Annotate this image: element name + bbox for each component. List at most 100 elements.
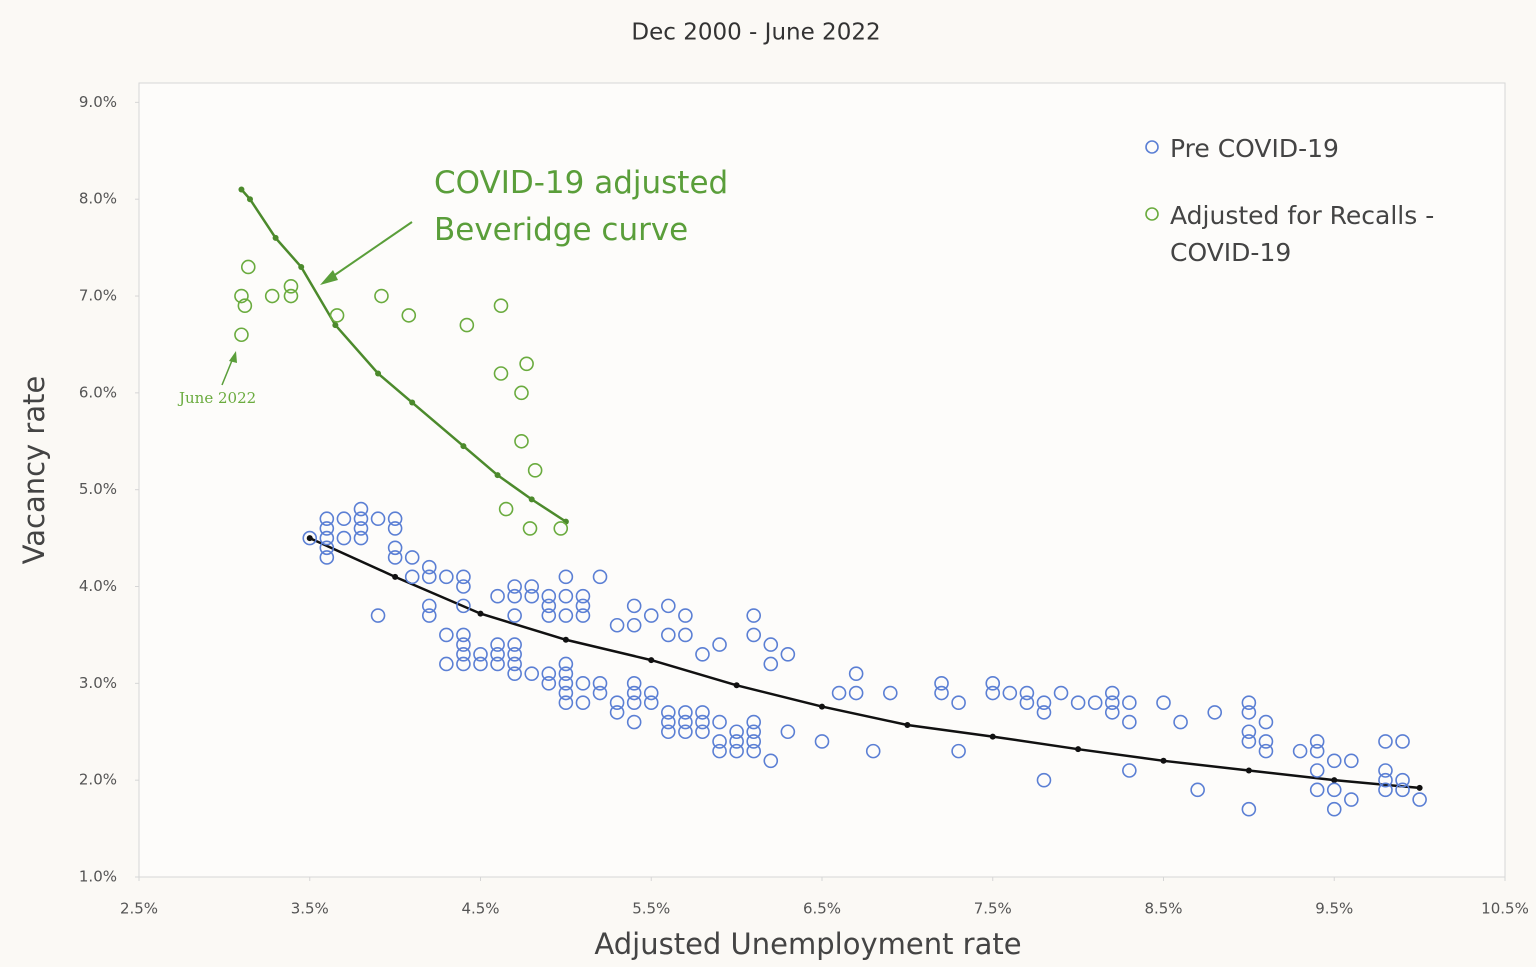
point: [541, 598, 557, 614]
point: [1412, 792, 1427, 807]
point: [626, 617, 642, 633]
point: [522, 521, 538, 536]
point: [1378, 782, 1393, 798]
point: [514, 385, 529, 401]
point: [421, 598, 437, 614]
point: [1104, 705, 1120, 720]
point: [519, 356, 534, 372]
chart-title: Dec 2000 - June 2022: [631, 20, 880, 46]
point: [746, 608, 762, 623]
point: [329, 308, 345, 323]
point: [1122, 695, 1137, 711]
trend-dot: [298, 263, 305, 270]
point: [319, 540, 335, 556]
point: [387, 511, 403, 527]
point: [1241, 724, 1257, 740]
point: [1326, 801, 1342, 817]
point: [1019, 695, 1035, 711]
trend-dot: [392, 573, 399, 580]
point: [456, 656, 471, 672]
point: [459, 317, 475, 333]
point: [493, 366, 509, 381]
point: [1258, 743, 1274, 759]
point: [387, 540, 403, 556]
point: [558, 666, 574, 681]
point: [319, 550, 335, 565]
point: [264, 288, 280, 304]
point: [1326, 753, 1342, 769]
point: [1395, 772, 1410, 788]
trend-dot: [1331, 777, 1338, 784]
point: [1378, 734, 1393, 749]
x-tick-label: 5.5%: [632, 900, 670, 918]
point: [626, 714, 642, 730]
point: [490, 637, 505, 652]
point: [1087, 695, 1103, 711]
annotation: June 2022: [179, 389, 257, 407]
point: [661, 724, 676, 740]
y-tick-label: 9.0%: [79, 93, 117, 111]
point: [882, 685, 898, 701]
point: [934, 676, 949, 691]
x-tick-label: 9.5%: [1315, 900, 1353, 918]
y-tick-label: 2.0%: [79, 771, 117, 789]
legend-item: Adjusted for Recalls - COVID-19: [1142, 197, 1522, 271]
point: [695, 724, 710, 740]
point: [493, 298, 509, 314]
plot-area: [138, 82, 1506, 878]
point: [541, 588, 557, 604]
y-tick-label: 8.0%: [79, 190, 117, 208]
point: [575, 676, 591, 691]
point: [319, 521, 335, 536]
point: [507, 666, 522, 681]
point: [592, 569, 608, 585]
point: [456, 569, 471, 585]
point: [1053, 685, 1069, 701]
legend-marker: [1145, 140, 1159, 154]
point: [934, 685, 949, 701]
point: [387, 521, 403, 536]
point: [490, 646, 505, 662]
point: [1156, 695, 1171, 711]
point: [541, 666, 557, 681]
trend-dot: [246, 196, 253, 203]
point: [541, 608, 557, 623]
point: [661, 627, 676, 643]
point: [575, 608, 591, 623]
legend-marker: [1145, 207, 1159, 221]
trend-line: [309, 536, 1420, 790]
point: [439, 656, 454, 672]
point: [865, 743, 881, 759]
point: [353, 521, 369, 536]
point: [1344, 753, 1359, 769]
point: [370, 511, 386, 527]
point: [780, 724, 796, 740]
point: [1104, 695, 1120, 711]
trend-dot: [477, 610, 484, 617]
point: [421, 559, 437, 575]
point: [319, 530, 335, 546]
legend: Pre COVID-19 Adjusted for Recalls - COVID…: [1142, 130, 1522, 301]
y-tick-label: 6.0%: [79, 383, 117, 401]
point: [609, 617, 625, 633]
point: [1241, 734, 1257, 749]
point: [234, 288, 249, 304]
point: [746, 627, 762, 643]
point: [626, 695, 642, 711]
x-tick-label: 10.5%: [1481, 900, 1529, 918]
point: [387, 550, 403, 565]
point: [746, 714, 762, 730]
x-axis-label: Adjusted Unemployment rate: [594, 927, 1021, 961]
trend-dot: [332, 322, 339, 329]
y-tick-label: 3.0%: [79, 674, 117, 692]
point: [558, 588, 574, 604]
point: [507, 656, 522, 672]
trend-dot: [528, 496, 535, 503]
point: [1036, 772, 1052, 788]
point: [336, 511, 352, 527]
point: [729, 724, 744, 740]
point: [695, 705, 710, 720]
point: [1378, 763, 1393, 778]
point: [524, 666, 540, 681]
point: [558, 608, 574, 623]
